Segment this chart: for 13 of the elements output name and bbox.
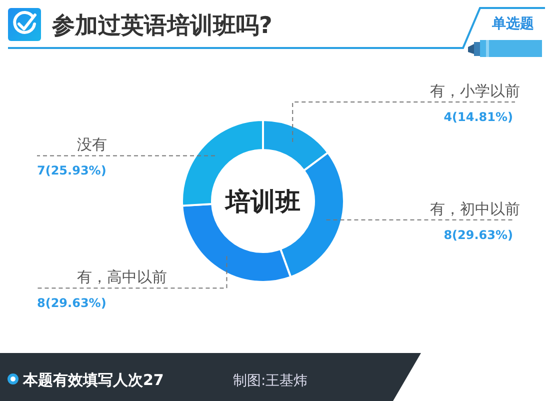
- data-label: 8(29.63%): [37, 296, 106, 310]
- data-label: 4(14.81%): [444, 110, 513, 124]
- text: 单选题: [491, 16, 534, 32]
- slice-label: 没有: [77, 136, 107, 154]
- slice-label: 有，高中以前: [77, 268, 167, 286]
- chart-title: 参加过英语培训班吗?: [51, 12, 272, 39]
- slice-label: 有，小学以前: [430, 82, 520, 100]
- text: 本题有效填写人次27: [22, 371, 164, 389]
- text: 培训班: [224, 187, 300, 216]
- data-label: 8(29.63%): [444, 228, 513, 242]
- slice-label: 有，初中以前: [430, 200, 520, 218]
- text: 制图:王基炜: [233, 373, 308, 389]
- data-label: 7(25.93%): [37, 164, 106, 178]
